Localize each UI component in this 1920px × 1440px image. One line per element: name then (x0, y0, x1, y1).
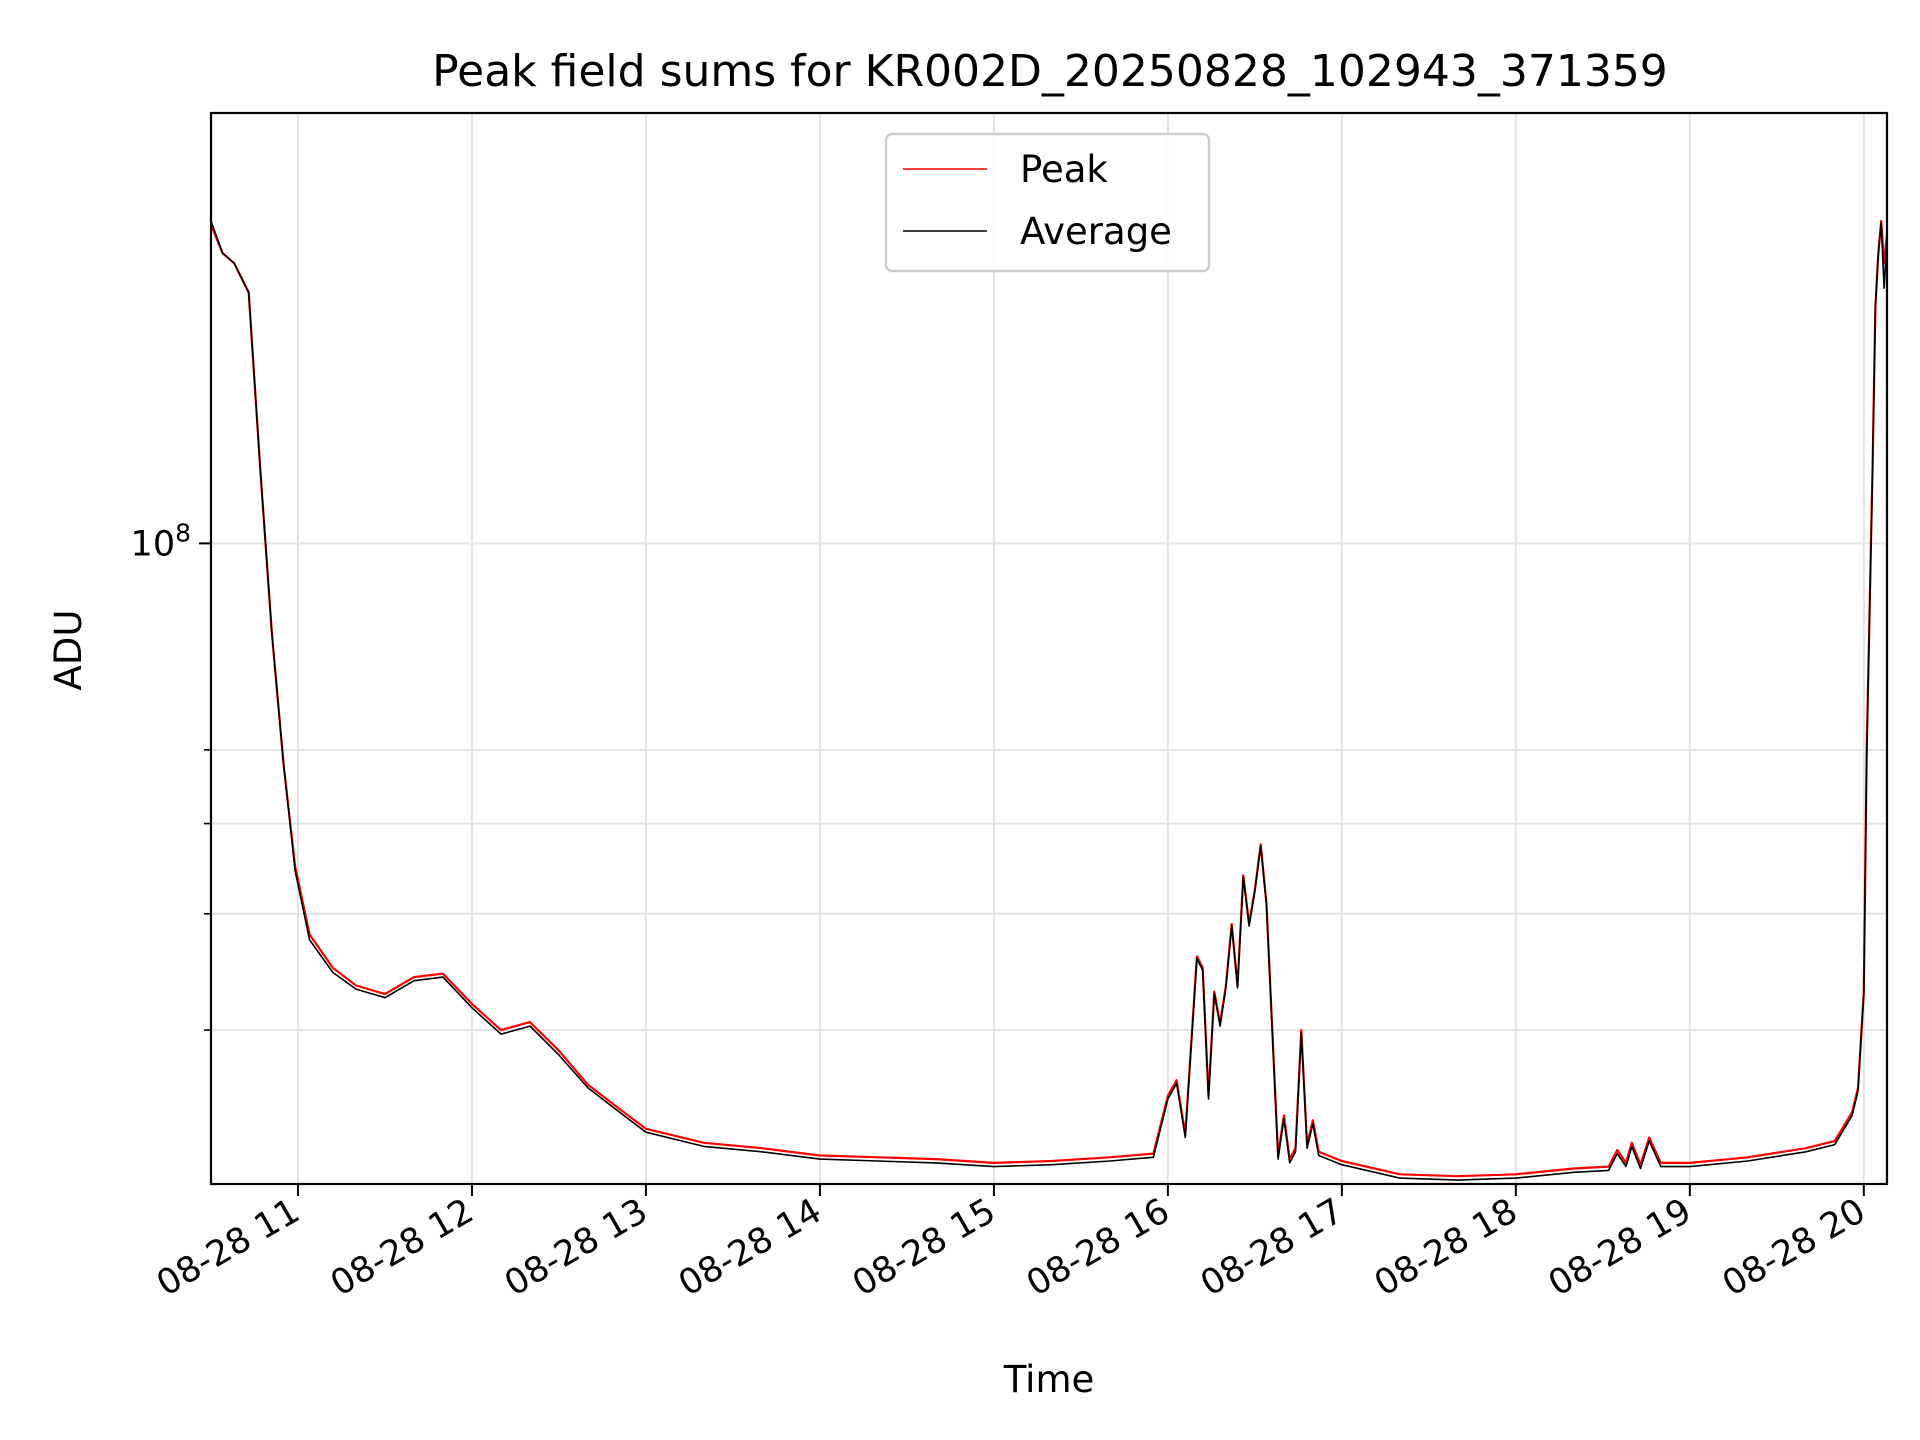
legend: Peak Average (884, 132, 1211, 273)
y-tick-label: 108 (131, 518, 191, 564)
y-axis-label: ADU (47, 610, 90, 691)
plot-area-frame (209, 111, 1889, 1186)
y-axis-ticks: 108 (131, 518, 211, 1031)
chart-title: Peak field sums for KR002D_20250828_1029… (432, 46, 1668, 97)
legend-average-label: Average (1020, 210, 1172, 253)
plot-series (211, 113, 1887, 1181)
x-axis-label: Time (1003, 1358, 1095, 1401)
series-line-average (211, 220, 1887, 1181)
legend-peak-label: Peak (1020, 148, 1108, 191)
